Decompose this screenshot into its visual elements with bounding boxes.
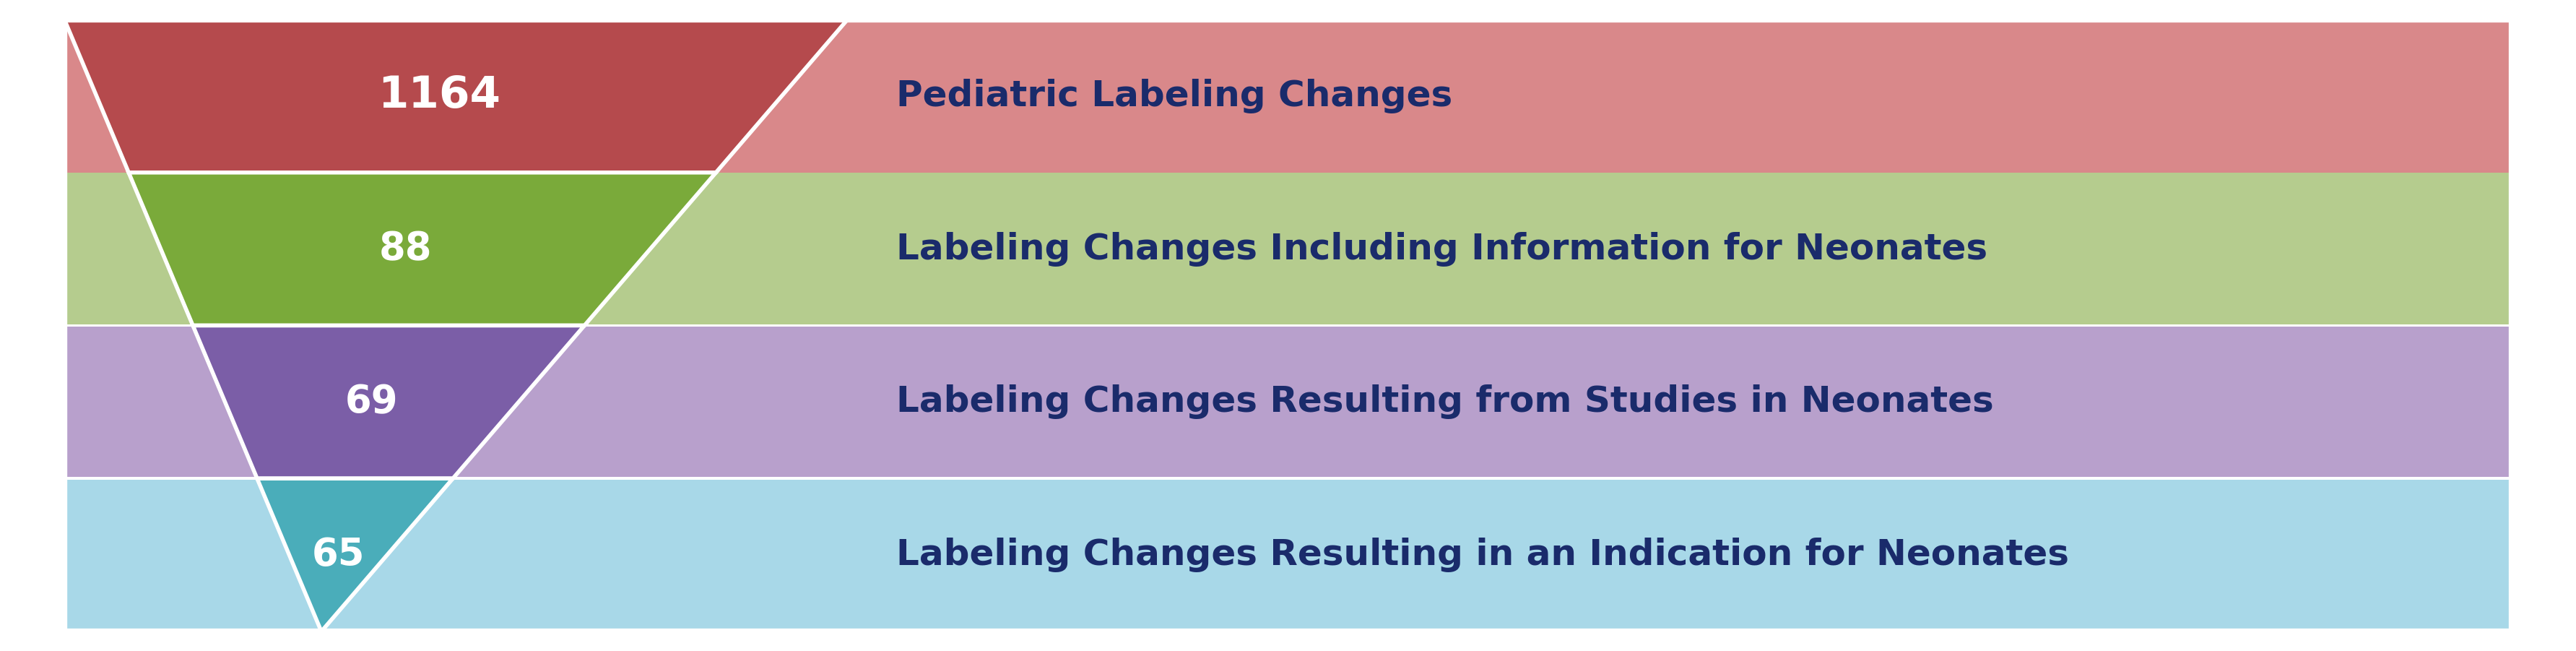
Bar [64,173,2512,326]
Text: Labeling Changes Resulting from Studies in Neonates: Labeling Changes Resulting from Studies … [896,385,1994,419]
Polygon shape [258,478,453,631]
Bar [64,478,2512,631]
Text: Labeling Changes Including Information for Neonates: Labeling Changes Including Information f… [896,232,1989,266]
Bar [64,326,2512,478]
Text: 1164: 1164 [379,75,500,117]
FancyArrow shape [64,477,2512,480]
Text: 69: 69 [345,383,399,421]
FancyArrow shape [64,324,2512,327]
Bar [64,20,2512,173]
Text: 88: 88 [379,230,433,268]
Polygon shape [193,326,585,478]
Polygon shape [129,173,716,326]
Polygon shape [64,20,848,173]
Text: Pediatric Labeling Changes: Pediatric Labeling Changes [896,79,1453,113]
FancyArrow shape [64,630,2512,633]
Text: 65: 65 [312,536,366,574]
Text: Labeling Changes Resulting in an Indication for Neonates: Labeling Changes Resulting in an Indicat… [896,538,2069,572]
